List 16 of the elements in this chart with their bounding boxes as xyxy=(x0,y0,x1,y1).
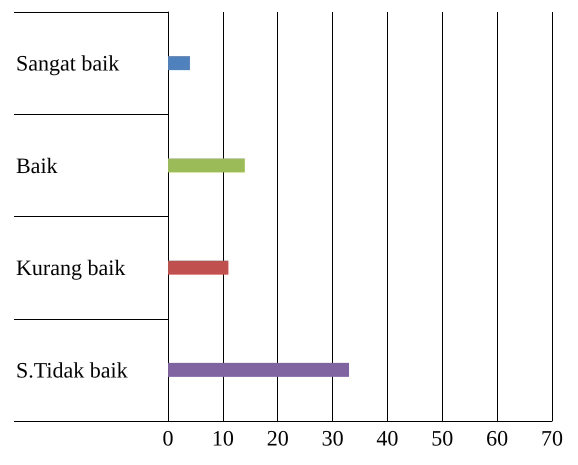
y-tick-label: Sangat baik xyxy=(16,50,120,76)
x-tick-label: 60 xyxy=(486,426,508,450)
x-tick-label: 10 xyxy=(212,426,234,450)
bar xyxy=(168,260,228,275)
bar xyxy=(168,158,245,172)
y-tick-label: Baik xyxy=(16,152,58,178)
x-tick-label: 50 xyxy=(431,426,454,450)
y-tick-label: S.Tidak baik xyxy=(16,357,128,382)
y-tick-label: Kurang baik xyxy=(16,255,126,280)
bar xyxy=(168,56,190,70)
x-tick-label: 40 xyxy=(376,426,398,450)
x-tick-label: 70 xyxy=(541,426,563,450)
x-tick-label: 20 xyxy=(266,426,289,450)
x-tick-label: 30 xyxy=(322,426,344,450)
bar xyxy=(168,362,350,377)
x-tick-label: 0 xyxy=(162,426,174,450)
